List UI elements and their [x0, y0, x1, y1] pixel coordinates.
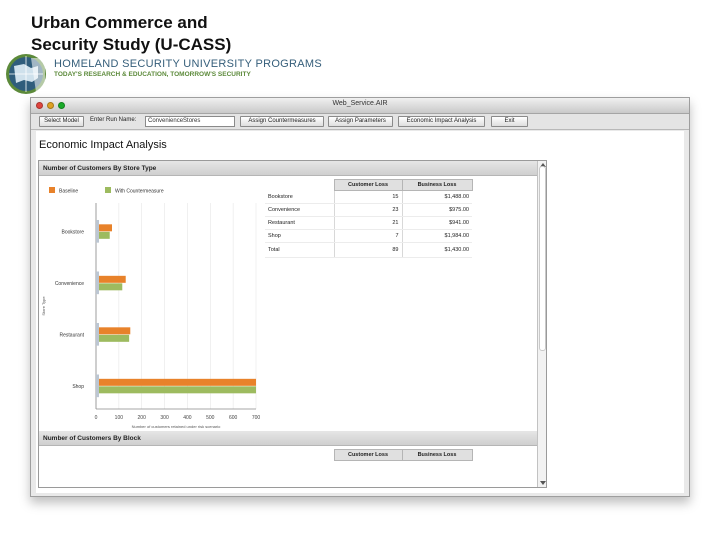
slide-title-line-1: Urban Commerce and	[31, 13, 208, 32]
page-heading: Economic Impact Analysis	[39, 139, 167, 151]
legend-label: With Countermeasure	[115, 189, 164, 195]
business-loss-header: Business Loss	[401, 179, 473, 191]
app-window: Web_Service.AIR Select Model Enter Run N…	[30, 97, 690, 497]
store-name-cell: Restaurant	[265, 216, 334, 230]
x-tick-label: 400	[183, 415, 192, 421]
main-content: Economic Impact Analysis Number of Custo…	[36, 131, 684, 493]
x-tick-label: 200	[138, 415, 147, 421]
total-customer-loss-cell: 89	[333, 242, 402, 258]
window-titlebar: Web_Service.AIR	[31, 98, 689, 114]
bar-countermeasure	[99, 386, 256, 394]
category-label: Convenience	[55, 281, 84, 287]
bar-baseline	[99, 224, 112, 232]
vertical-scrollbar[interactable]	[537, 161, 546, 487]
customer-loss-cell: 21	[333, 216, 402, 230]
table-row: Bookstore 15 $1,488.00	[265, 190, 472, 204]
section-header-block: Number of Customers By Block	[39, 431, 537, 446]
scroll-thumb[interactable]	[539, 166, 546, 351]
table-total-row: Total 89 $1,430.00	[265, 242, 472, 258]
assign-parameters-button[interactable]: Assign Parameters	[328, 116, 393, 127]
select-model-button[interactable]: Select Model	[39, 116, 84, 127]
table-header-blank	[265, 179, 334, 191]
slide-title: Urban Commerce and Security Study (U-CAS…	[31, 12, 331, 56]
business-loss-cell: $975.00	[401, 203, 472, 217]
category-label: Restaurant	[60, 332, 85, 338]
table-header-row: Customer Loss Business Loss	[265, 449, 473, 461]
bar-baseline	[99, 275, 126, 283]
results-panel: Number of Customers By Store Type Baseli…	[38, 160, 547, 488]
business-loss-header: Business Loss	[401, 449, 473, 461]
minimize-window-button[interactable]	[47, 102, 54, 109]
business-loss-cell: $941.00	[401, 216, 472, 230]
zoom-window-button[interactable]	[58, 102, 65, 109]
customer-loss-header: Customer Loss	[333, 449, 403, 461]
logo-tagline: TODAY'S RESEARCH & EDUCATION, TOMORROW'S…	[54, 71, 251, 78]
block-loss-table: Customer Loss Business Loss	[265, 449, 473, 461]
toolbar: Select Model Enter Run Name: Convenience…	[31, 114, 689, 130]
business-loss-cell: $1,984.00	[401, 229, 472, 243]
category-label: Bookstore	[61, 229, 84, 235]
store-name-cell: Convenience	[265, 203, 334, 217]
close-window-button[interactable]	[36, 102, 43, 109]
x-tick-label: 100	[115, 415, 124, 421]
category-axis-marker	[96, 219, 99, 243]
business-loss-cell: $1,488.00	[401, 190, 472, 204]
scroll-up-icon[interactable]	[540, 163, 546, 167]
x-tick-label: 0	[95, 415, 98, 421]
store-name-cell: Bookstore	[265, 190, 334, 204]
window-title: Web_Service.AIR	[332, 100, 388, 107]
table-row: Shop 7 $1,984.00	[265, 229, 472, 243]
x-tick-label: 700	[252, 415, 261, 421]
run-name-label: Enter Run Name:	[90, 117, 137, 123]
bar-baseline	[99, 327, 131, 335]
total-business-loss-cell: $1,430.00	[401, 242, 472, 258]
homeland-security-logo: HOMELAND SECURITY UNIVERSITY PROGRAMS TO…	[4, 52, 322, 96]
store-type-bar-chart: Baseline With Countermeasure 0 100 200 300 400…	[41, 187, 261, 429]
table-row: Restaurant 21 $941.00	[265, 216, 472, 230]
x-tick-label: 300	[160, 415, 169, 421]
category-axis-marker	[96, 374, 99, 398]
bar-countermeasure	[99, 231, 110, 239]
bar-baseline	[99, 378, 256, 386]
legend-label: Baseline	[59, 189, 78, 195]
slide-title-line-2: Security Study (U-CASS)	[31, 35, 232, 54]
legend-swatch	[105, 187, 111, 193]
y-axis-title: Store Type	[41, 296, 46, 316]
category-label: Shop	[72, 384, 84, 390]
section-header-store-type: Number of Customers By Store Type	[39, 161, 537, 176]
table-header-blank	[265, 449, 334, 461]
economic-impact-analysis-button[interactable]: Economic Impact Analysis	[398, 116, 485, 127]
customer-loss-cell: 15	[333, 190, 402, 204]
bar-countermeasure	[99, 334, 130, 342]
store-name-cell: Shop	[265, 229, 334, 243]
logo-name: HOMELAND SECURITY UNIVERSITY PROGRAMS	[54, 58, 323, 70]
x-tick-label: 600	[229, 415, 238, 421]
scroll-down-icon[interactable]	[540, 481, 546, 485]
store-loss-table: Customer Loss Business Loss Bookstore 15…	[265, 179, 473, 258]
table-header-row: Customer Loss Business Loss	[265, 179, 473, 191]
legend-swatch	[49, 187, 55, 193]
bar-countermeasure	[99, 283, 123, 291]
run-name-input[interactable]: ConvenienceStores	[145, 116, 235, 127]
assign-countermeasures-button[interactable]: Assign Countermeasures	[240, 116, 324, 127]
homeland-security-globe-icon	[6, 54, 46, 94]
customer-loss-header: Customer Loss	[333, 179, 403, 191]
table-row: Convenience 23 $975.00	[265, 203, 472, 217]
total-label-cell: Total	[265, 242, 334, 258]
category-axis-marker	[96, 322, 99, 346]
exit-button[interactable]: Exit	[491, 116, 528, 127]
customer-loss-cell: 7	[333, 229, 402, 243]
x-axis-title: Number of customers retained under risk …	[132, 424, 221, 429]
x-tick-label: 500	[206, 415, 215, 421]
customer-loss-cell: 23	[333, 203, 402, 217]
category-axis-marker	[96, 271, 99, 295]
